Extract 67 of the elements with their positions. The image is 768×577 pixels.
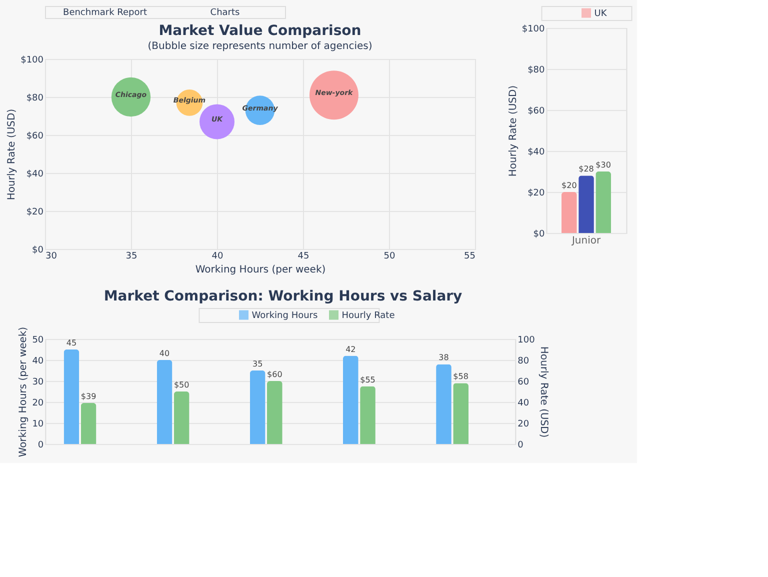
y-tick-label: 40 — [32, 356, 44, 366]
x-tick-label: Junior — [570, 236, 602, 246]
y2-tick-label: 60 — [518, 378, 530, 388]
data-label: $55 — [360, 375, 376, 384]
chart-title: Market Value Comparison — [158, 23, 362, 39]
bar — [436, 364, 452, 444]
y2-tick-label: 40 — [518, 398, 530, 408]
x-tick-label: 40 — [212, 252, 224, 262]
x-tick-label: 45 — [298, 252, 310, 262]
y2-tick-label: 20 — [518, 420, 530, 430]
y-tick-label: $60 — [528, 106, 546, 116]
y-tick-label: 20 — [32, 398, 44, 408]
y-tick-label: $100 — [522, 24, 546, 34]
bar — [596, 172, 612, 233]
data-label: $20 — [562, 181, 577, 190]
x-tick-label: 50 — [384, 252, 396, 262]
data-label: 35 — [252, 360, 263, 368]
y-tick-label: $20 — [528, 188, 546, 198]
bar — [342, 356, 358, 444]
data-label: $58 — [453, 372, 468, 382]
data-label: $60 — [267, 370, 282, 379]
y-tick-label: 30 — [32, 378, 44, 388]
bar — [250, 370, 266, 444]
data-label: $28 — [578, 164, 594, 174]
y-tick-label: 0 — [38, 440, 44, 450]
chart-subtitle: (Bubble size represents number of agencies) — [148, 41, 372, 52]
y-tick-label: $0 — [32, 246, 44, 256]
bar — [561, 192, 577, 233]
data-label: 38 — [438, 353, 449, 362]
legend-label: Working Hours — [252, 311, 318, 321]
y-tick-label: $100 — [20, 56, 44, 66]
y-axis-title: Hourly Rate (USD) — [6, 108, 18, 200]
text: Charts — [210, 8, 240, 18]
y2-tick-label: 0 — [518, 440, 524, 450]
x-axis-title: Working Hours (per week) — [195, 264, 326, 276]
y-tick-label: $40 — [26, 170, 44, 180]
x-tick-label: 30 — [46, 252, 58, 262]
y-tick-label: $20 — [26, 208, 44, 218]
y2-tick-label: 80 — [518, 356, 530, 366]
x-tick-label: 35 — [126, 252, 138, 262]
data-label: 40 — [159, 349, 170, 358]
y-tick-label: $60 — [26, 132, 44, 142]
bar — [578, 176, 594, 233]
data-label: 42 — [346, 344, 356, 354]
y-tick-label: $80 — [528, 66, 546, 76]
y-tick-label: $80 — [26, 94, 44, 104]
chart-title: Market Comparison: Working Hours vs Salary — [104, 288, 462, 304]
y-axis-title: Working Hours (per week) — [18, 326, 30, 458]
bar — [360, 386, 376, 444]
y-axis-title: Hourly Rate (USD) — [508, 85, 519, 177]
legend-label: UK — [594, 9, 608, 19]
data-label: $30 — [596, 160, 611, 170]
y-tick-label: 50 — [32, 336, 44, 346]
bar — [453, 383, 468, 444]
bar — [156, 360, 172, 444]
data-label: 45 — [66, 338, 77, 348]
data-label: $39 — [80, 392, 96, 402]
y-tick-label: $40 — [528, 148, 546, 158]
x-tick-label: 55 — [464, 252, 476, 262]
legend-label: Hourly Rate — [342, 311, 396, 321]
bar — [64, 350, 80, 444]
text: Benchmark Report — [63, 8, 148, 18]
data-label: $50 — [174, 380, 190, 390]
y2-tick-label: 100 — [518, 336, 536, 346]
y-tick-label: $0 — [533, 230, 546, 240]
y2-axis-title: Hourly Rate (USD) — [538, 346, 549, 438]
y-tick-label: 10 — [32, 420, 44, 430]
